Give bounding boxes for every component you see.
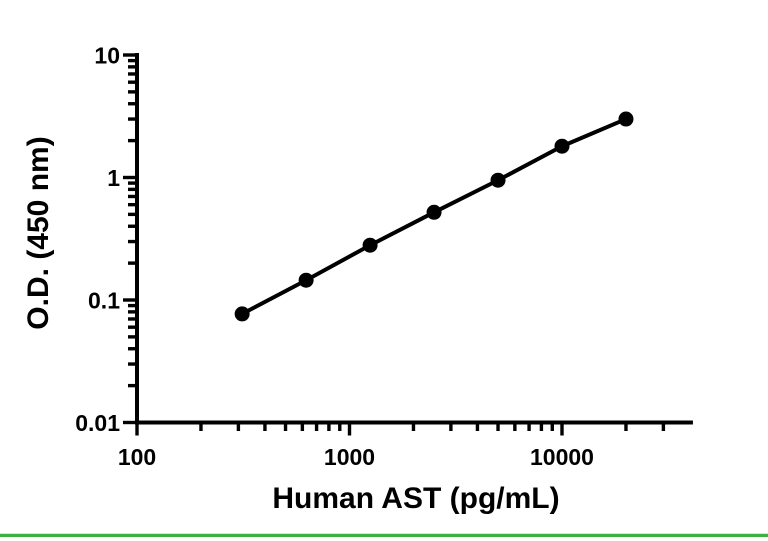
x-tick-label: 10000 (530, 444, 594, 470)
data-point (618, 111, 634, 127)
y-tick-label: 0.1 (88, 288, 120, 314)
y-tick-label: 10 (94, 43, 120, 69)
x-tick-label: 1000 (324, 444, 375, 470)
tick-labels-layer: 100 1000 10000 0.01 0.1 1 10 (75, 43, 594, 471)
data-point (554, 138, 570, 154)
y-axis-title: O.D. (450 nm) (22, 136, 55, 329)
data-point (234, 306, 250, 322)
footer-divider (0, 533, 768, 537)
axes-layer (123, 53, 693, 436)
x-tick-label: 100 (118, 444, 156, 470)
x-axis-title: Human AST (pg/mL) (272, 482, 559, 515)
data-point (298, 272, 314, 288)
y-tick-label: 1 (107, 165, 120, 191)
data-point (490, 172, 506, 188)
data-point (426, 204, 442, 220)
data-point (362, 237, 378, 253)
series-layer (234, 111, 634, 322)
y-tick-label: 0.01 (75, 410, 120, 436)
